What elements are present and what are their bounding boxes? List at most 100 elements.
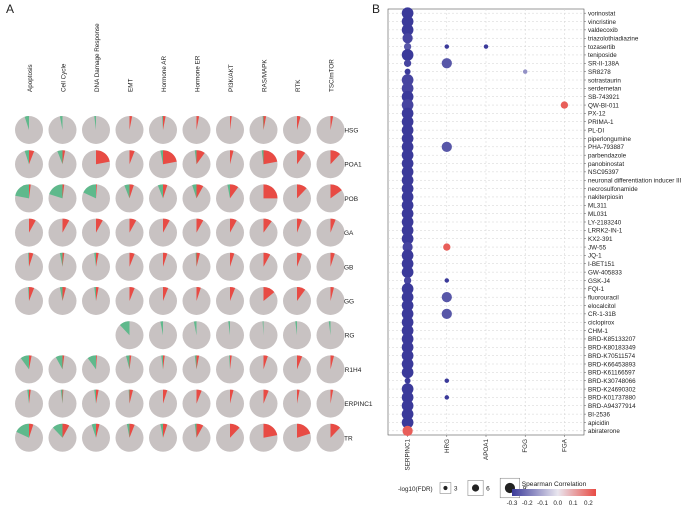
pie-grid-panel: Apoptosis Cell Cycle DNA Damage Response EM… [15,23,373,452]
gene-axis-label-apoa1: APOA1 [483,439,490,460]
drug-label-elocalcitol: elocalcitol [588,303,616,310]
pie-negative-slice [59,252,63,267]
pie-negative-slice [59,116,63,130]
pie-serpinc1-hormone-ar [149,389,177,418]
pie-fgg-dna-damage-response [82,287,110,315]
pie-fgb-rtk [283,252,311,281]
pie-fgg-pi3k-akt [216,287,244,315]
pie-positive-slice [62,355,65,370]
pie-negative-slice [24,116,29,130]
pie-positive-slice [297,423,311,438]
pie-negative-slice [87,355,96,370]
pie-fga-pi3k-akt [216,218,244,247]
pie-nr1h4-rtk [283,355,311,384]
pie-fga-ras-mapk [249,218,278,247]
drug-label-brd-k61166597: BRD-K61166597 [588,370,636,377]
bubble-serpinc1-pl-di [401,124,414,136]
pie-positive-slice [230,252,235,267]
pie-nr1h4-cell-cycle [48,355,77,384]
drug-label-panobinostat: panobinostat [588,161,624,168]
pie-positive-slice [196,252,200,267]
pie-positive-slice [330,252,335,267]
pie-negative-slice [262,116,264,130]
pie-positive-slice [96,355,97,370]
pie-positive-slice [196,184,204,199]
pathway-label-tsc-mtor: TSC/mTOR [329,59,336,92]
size-legend-value-6: 6 [486,486,490,493]
pie-positive-slice [163,423,168,438]
pie-positive-slice [196,150,205,165]
pie-ttr-emt [115,423,144,452]
drug-label-prima-1: PRIMA-1 [588,119,614,126]
gene-label-ttr: TTR [340,435,353,442]
gene-label-hrg: HRG [340,333,354,340]
bubble-serpinc1-piperlongumine [401,132,414,145]
bubble-serpinc1-abiraterone [402,425,413,436]
bubble-serpinc1-lrrk2-in-1 [401,224,414,237]
pie-fgb-emt [115,252,144,281]
pie-positive-slice [263,287,275,301]
pie-apob-apoptosis [15,184,43,213]
pie-negative-slice [161,355,163,370]
pathway-label-pi3k-akt: PI3K/AKT [228,64,235,92]
pie-positive-slice [263,252,271,267]
pie-nr1h4-ras-mapk [249,355,278,384]
pie-positive-slice [163,389,168,404]
pie-fgg-cell-cycle [48,287,77,315]
pie-positive-slice [96,287,99,301]
pie-negative-slice [59,287,63,301]
bubble-serpinc1-triazolothiadiazine [402,33,413,44]
pie-positive-slice [196,287,201,301]
pie-apob-hormone-ar [149,184,177,213]
pie-positive-slice [263,355,268,370]
bubble-hrg-brd-k01737880 [444,395,450,400]
pie-negative-slice [194,355,197,370]
bubble-serpinc1-brd-k85133207 [401,333,414,345]
pathway-label-emt: EMT [128,79,135,92]
bubble-serpinc1-ml311 [401,199,414,212]
pie-positive-slice [230,218,237,233]
pie-apoa1-hormone-ar [149,150,177,179]
pie-fgb-hormone-er [182,252,211,281]
pie-serpinc1-pi3k-akt [216,389,244,418]
pie-positive-slice [163,218,170,233]
bubble-serpinc1-apicidin [401,416,414,429]
bubble-serpinc1-parbendazole [401,149,414,162]
pie-negative-slice [94,252,96,267]
drug-label-qw-bi-011: QW-BI-011 [588,102,619,109]
gene-axis-label-fgg: FGG [522,439,529,453]
bubble-serpinc1-sotrastaurin [401,74,414,86]
bubble-serpinc1-gw-405833 [401,266,414,278]
drug-label-piperlongumine: piperlongumine [588,136,632,143]
bubble-serpinc1-vincristine [401,15,414,28]
size-legend-value-3: 3 [454,486,458,493]
pie-positive-slice [263,150,278,165]
pie-fgb-dna-damage-response [82,252,110,281]
drug-label-brd-a94377914: BRD-A94377914 [588,403,636,410]
pie-negative-slice [229,355,230,370]
drug-label-tozasertib: tozasertib [588,44,616,51]
pie-nr1h4-dna-damage-response [82,355,110,384]
pie-negative-slice [28,287,29,301]
pie-positive-slice [96,252,99,267]
pie-negative-slice [227,184,230,199]
bubble-serpinc1-nsc95397 [401,166,414,178]
pie-negative-slice [194,423,197,438]
drug-label-apicidin: apicidin [588,420,610,427]
pie-nr1h4-emt [115,355,144,384]
color-legend-tick: 0.0 [553,500,562,507]
pie-positive-slice [62,184,65,199]
pie-hrg-tsc-mtor [316,321,345,350]
pie-apob-rtk [283,184,311,213]
bubble-serpinc1-brd-k30748066 [404,377,411,384]
drug-label-abiraterone: abiraterone [588,428,620,435]
pie-positive-slice [230,287,236,301]
color-legend-tick: -0.1 [537,500,548,507]
size-legend-title: -log10(FDR) [398,486,433,493]
drug-label-vorinostat: vorinostat [588,10,616,17]
pie-positive-slice [96,423,100,438]
pie-negative-slice [24,150,29,165]
pie-positive-slice [263,423,278,438]
